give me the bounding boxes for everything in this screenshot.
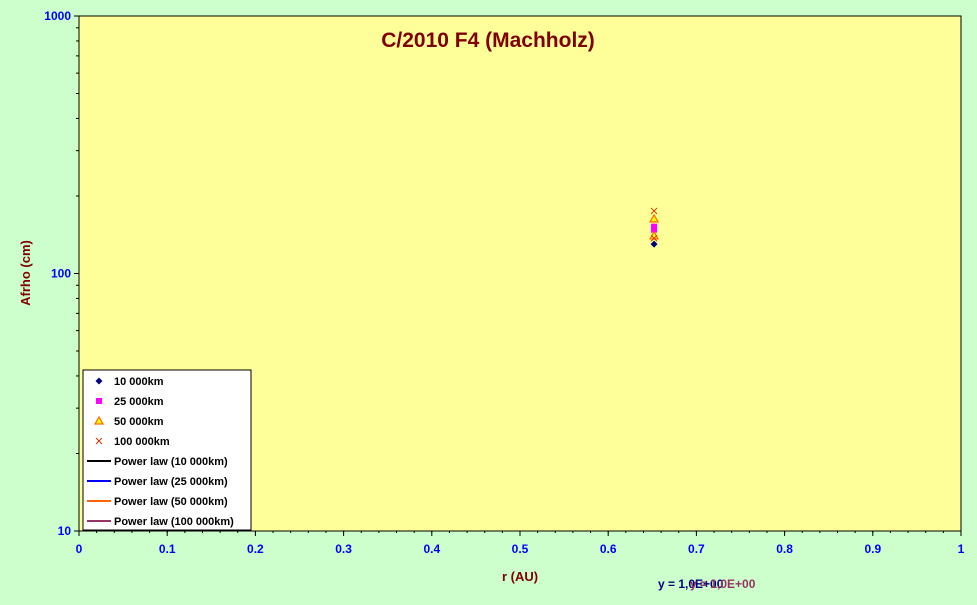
legend-label: 10 000km: [114, 376, 164, 388]
x-tick-label: 0.7: [688, 542, 705, 556]
y-tick-label: 10: [58, 524, 72, 538]
legend-label: Power law (100 000km): [114, 516, 234, 528]
legend-item: 50 000km: [93, 415, 164, 428]
legend-marker-swatch: [93, 415, 105, 425]
legend-item: 10 000km: [95, 376, 164, 388]
legend-item: 25 000km: [96, 396, 164, 408]
data-point-50000km: [649, 213, 660, 223]
x-axis: 0 0.1 0.2 0.3 0.4 0.5 0.6 0.7 0.8 0.9 1: [76, 531, 965, 556]
y-axis-label: Afrho (cm): [18, 240, 33, 306]
legend-item: Power law (10 000km): [87, 456, 228, 468]
legend-item: Power law (25 000km): [87, 476, 228, 488]
legend-label: Power law (50 000km): [114, 496, 228, 508]
legend-item: Power law (50 000km): [87, 496, 228, 508]
x-tick-label: 0.3: [335, 542, 352, 556]
data-point-25000km: [651, 223, 658, 230]
data-point-10000km: [650, 240, 658, 248]
x-tick-label: 0.4: [423, 542, 440, 556]
legend-marker-swatch: [95, 437, 103, 445]
x-tick-label: 0.2: [247, 542, 264, 556]
legend-label: 100 000km: [114, 436, 170, 448]
x-tick-label: 0: [76, 542, 83, 556]
legend-marker-swatch-stroke: [95, 437, 103, 445]
y-tick-label: 1000: [44, 9, 71, 23]
legend-marker-swatch: [96, 398, 102, 404]
data-point-100000km-stroke: [650, 207, 658, 215]
legend: 10 000km 25 000km 50 000km 100 000km Power l…: [82, 369, 252, 531]
data-point-100000km-stroke: [650, 234, 658, 242]
legend-label: Power law (10 000km): [114, 456, 228, 468]
x-tick-label: 0.8: [776, 542, 793, 556]
legend-box: [82, 369, 252, 531]
chart-title: C/2010 F4 (Machholz): [381, 29, 595, 52]
trendline-equations: y = 1,0E+00 y = 1,0E+00: [658, 577, 756, 591]
x-tick-label: 1: [958, 542, 965, 556]
legend-item: 100 000km: [95, 436, 170, 448]
x-tick-label: 0.5: [512, 542, 529, 556]
data-point-100000km: [650, 234, 658, 242]
legend-label: 25 000km: [114, 396, 164, 408]
legend-label: 50 000km: [114, 416, 164, 428]
equation-100000km: y = 1,0E+00: [690, 577, 756, 591]
legend-label: Power law (25 000km): [114, 476, 228, 488]
x-axis-label: r (AU): [502, 569, 538, 584]
x-tick-label: 0.1: [159, 542, 176, 556]
legend-marker-swatch: [95, 377, 103, 385]
x-tick-label: 0.9: [864, 542, 881, 556]
equation-10000km: y = 1,0E+00: [658, 577, 724, 591]
x-tick-label: 0.6: [600, 542, 617, 556]
y-axis: 10 100 1000: [44, 9, 79, 538]
data-point-100000km: [650, 207, 658, 215]
legend-item: Power law (100 000km): [87, 516, 234, 528]
data-points: [649, 207, 660, 248]
y-tick-label: 100: [51, 267, 71, 281]
